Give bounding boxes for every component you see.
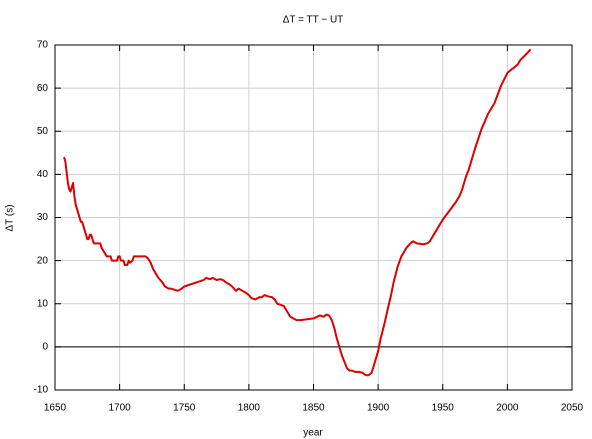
x-tick-label: 1750: [173, 403, 196, 414]
x-axis-label: year: [303, 428, 323, 439]
y-tick-label: 0: [42, 342, 48, 353]
y-tick-label: 10: [37, 298, 49, 309]
x-tick-label: 1950: [432, 403, 455, 414]
x-tick-label: 1650: [44, 403, 67, 414]
y-tick-label: 70: [37, 40, 49, 51]
y-tick-label: 40: [37, 169, 49, 180]
x-tick-label: 1800: [238, 403, 261, 414]
y-tick-label: 50: [37, 126, 49, 137]
plot-frame: [54, 44, 573, 391]
x-tick-label: 1700: [109, 403, 132, 414]
x-tick-label: 1900: [367, 403, 390, 414]
x-tick-label: 2000: [496, 403, 519, 414]
data-line: [63, 48, 532, 377]
x-tick-label: 1850: [302, 403, 325, 414]
x-tick-label: 2050: [561, 403, 584, 414]
y-tick-label: 60: [37, 83, 49, 94]
y-tick-label: 30: [37, 212, 49, 223]
y-tick-label: -10: [34, 385, 49, 396]
y-axis-label: ΔT (s): [5, 204, 16, 231]
y-tick-label: 20: [37, 255, 49, 266]
chart-title: ΔT = TT − UT: [283, 15, 344, 26]
